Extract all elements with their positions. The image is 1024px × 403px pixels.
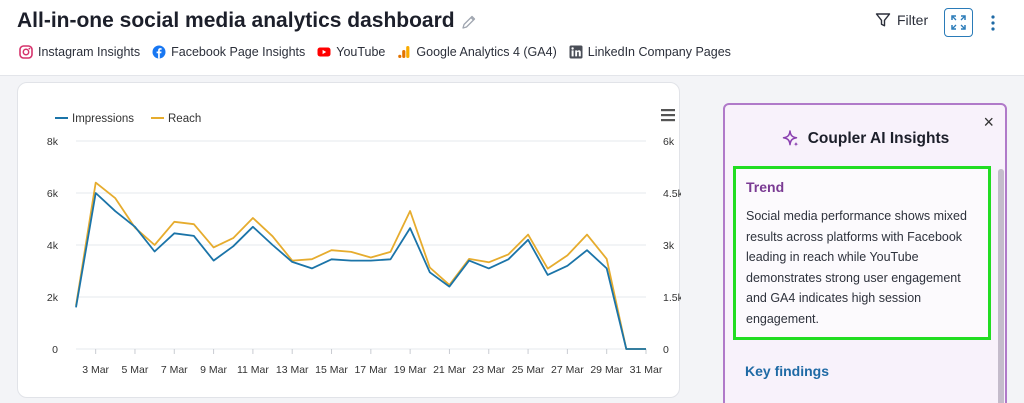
ai-panel-scrollbar[interactable] (998, 169, 1004, 403)
x-tick-label: 7 Mar (161, 364, 188, 376)
data-sources-list: Instagram Insights Facebook Page Insight… (19, 45, 743, 59)
source-instagram: Instagram Insights (19, 45, 140, 59)
more-options-button[interactable] (986, 12, 1000, 34)
source-label: YouTube (336, 45, 386, 59)
x-tick-label: 27 Mar (551, 364, 584, 376)
close-icon[interactable]: × (983, 112, 994, 132)
y-right-tick-label: 3k (663, 240, 675, 252)
edit-pencil-icon[interactable] (461, 14, 477, 30)
chart-menu-icon[interactable] (661, 109, 675, 122)
series-line-reach (75, 181, 646, 350)
y-right-tick-label: 4.5k (663, 188, 681, 200)
trend-insight-card: Trend Social media performance shows mix… (733, 166, 991, 340)
trend-text: Social media performance shows mixed res… (746, 209, 967, 326)
y-left-tick-label: 0 (52, 344, 58, 356)
impressions-reach-chart-card: 0 0 2k 1.5k 4k 3k 6k 4.5k 8k 6k 3 Mar 5 Mar 7 Mar 9 M… (17, 82, 681, 398)
x-tick-label: 9 Mar (200, 364, 227, 376)
x-tick-label: 11 Mar (237, 364, 269, 376)
source-label: Google Analytics 4 (GA4) (416, 45, 557, 59)
y-left-tick-label: 8k (47, 136, 59, 148)
expand-icon (951, 15, 966, 30)
source-linkedin: LinkedIn Company Pages (569, 45, 731, 59)
ai-insights-title: Coupler AI Insights (807, 130, 950, 147)
y-left-tick-label: 2k (47, 292, 59, 304)
ai-insights-header: Coupler AI Insights (725, 129, 1005, 149)
x-tick-label: 19 Mar (394, 364, 427, 376)
trend-title: Trend (746, 179, 785, 195)
dashboard-header: All-in-one social media analytics dashbo… (0, 0, 1024, 76)
instagram-icon (19, 45, 33, 59)
y-left-tick-label: 4k (47, 240, 59, 252)
legend-label-reach: Reach (168, 113, 201, 125)
x-tick-label: 29 Mar (590, 364, 623, 376)
scrollbar-thumb[interactable] (998, 169, 1004, 403)
linkedin-icon (569, 45, 583, 59)
source-facebook: Facebook Page Insights (152, 45, 305, 59)
key-findings-heading: Key findings (745, 363, 830, 379)
google-analytics-icon (397, 45, 411, 59)
filter-icon (875, 13, 891, 27)
source-label: Facebook Page Insights (171, 45, 306, 59)
x-tick-label: 23 Mar (472, 364, 505, 376)
x-tick-label: 25 Mar (512, 364, 545, 376)
filter-label: Filter (897, 12, 929, 28)
x-tick-label: 17 Mar (354, 364, 387, 376)
filter-button[interactable]: Filter (875, 12, 928, 28)
facebook-icon (152, 45, 166, 59)
x-tick-label: 21 Mar (433, 364, 466, 376)
y-right-tick-label: 0 (663, 344, 669, 356)
x-tick-label: 3 Mar (82, 364, 109, 376)
x-tick-label: 15 Mar (315, 364, 348, 376)
ai-insights-panel: × Coupler AI Insights Trend Social media… (723, 103, 1007, 403)
impressions-reach-chart: 0 0 2k 1.5k 4k 3k 6k 4.5k 8k 6k 3 Mar 5 Mar 7 Mar 9 M… (47, 109, 681, 376)
source-label: Instagram Insights (38, 45, 141, 59)
fullscreen-button[interactable] (944, 8, 973, 37)
youtube-icon (317, 45, 331, 59)
y-right-tick-label: 1.5k (663, 292, 681, 304)
x-tick-label: 13 Mar (276, 364, 309, 376)
series-line-impressions (75, 192, 646, 350)
sparkle-icon (782, 130, 799, 147)
x-tick-label: 5 Mar (122, 364, 149, 376)
y-left-tick-label: 6k (47, 188, 59, 200)
source-ga4: Google Analytics 4 (GA4) (397, 45, 557, 59)
source-label: LinkedIn Company Pages (587, 45, 731, 59)
legend-label-impressions: Impressions (72, 113, 134, 125)
source-youtube: YouTube (317, 45, 385, 59)
kebab-menu-icon (991, 15, 995, 31)
page-title: All-in-one social media analytics dashbo… (17, 9, 455, 32)
y-right-tick-label: 6k (663, 136, 675, 148)
x-tick-label: 31 Mar (630, 364, 663, 376)
